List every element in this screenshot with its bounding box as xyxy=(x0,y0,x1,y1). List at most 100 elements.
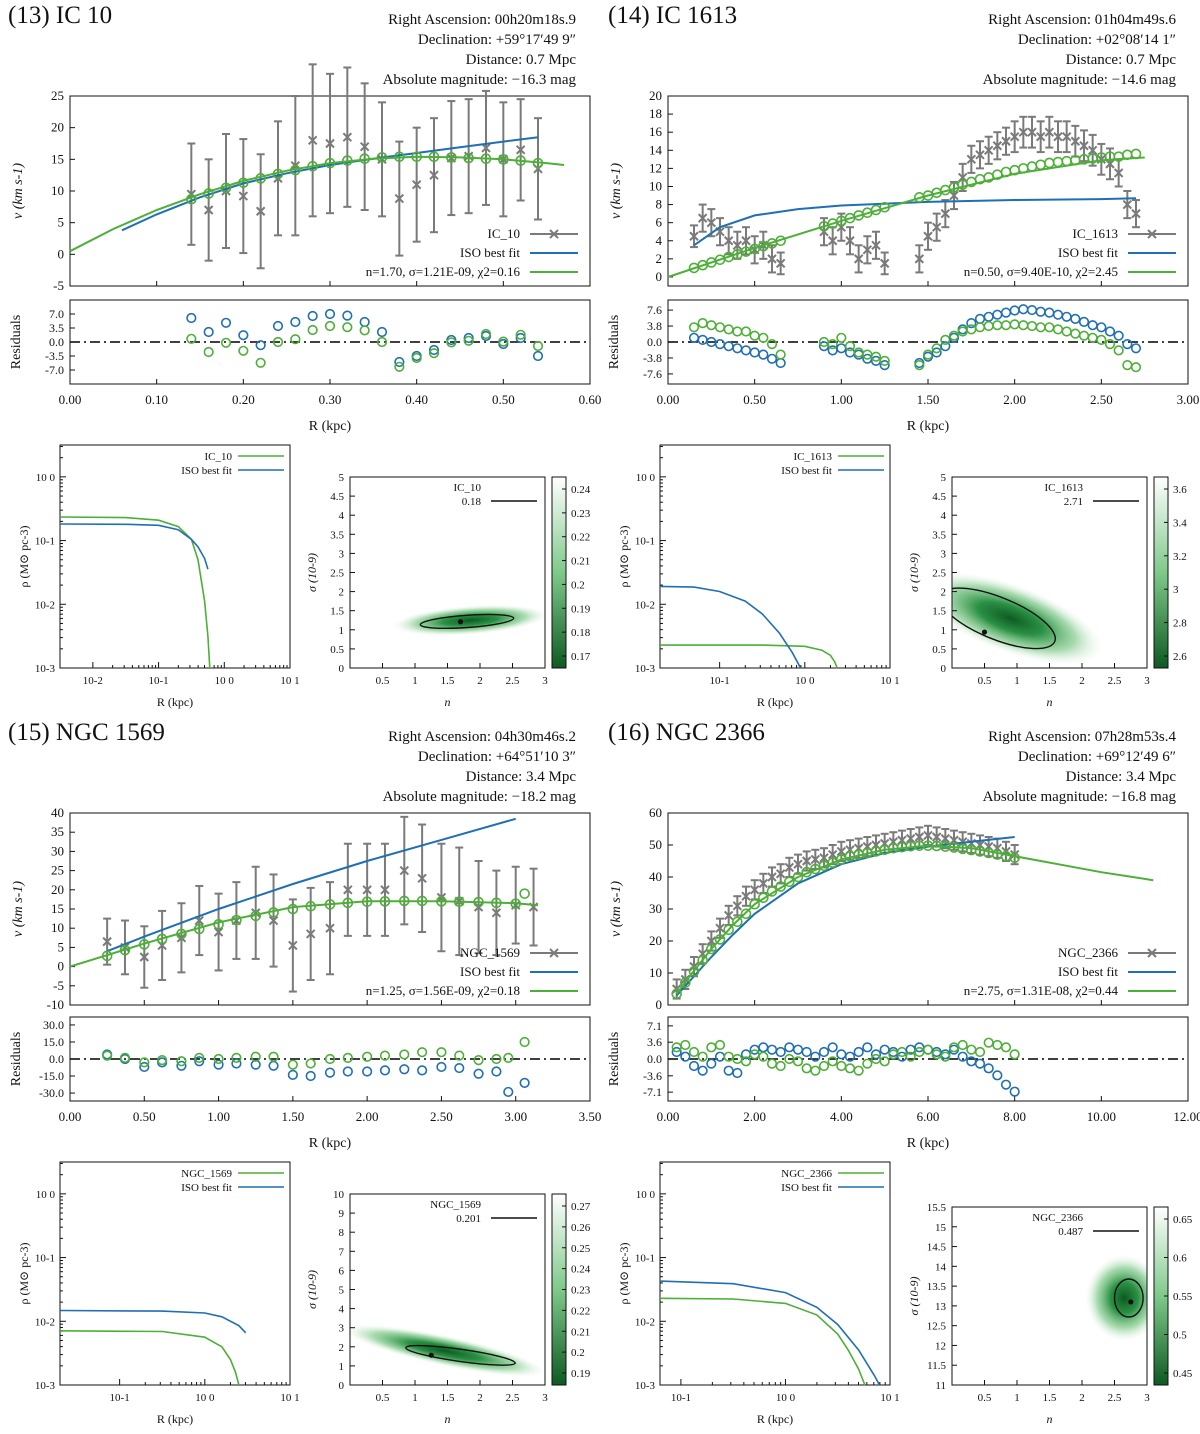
y-tick-label: -3.6 xyxy=(643,1069,662,1083)
model-point xyxy=(268,907,279,918)
model-point xyxy=(1044,157,1055,169)
legend-label: IC_10 xyxy=(488,226,521,241)
legend-label: n=1.25, σ=1.56E-09, χ2=0.18 xyxy=(366,983,520,998)
model-residual xyxy=(376,336,388,348)
iso-fit-line xyxy=(106,817,516,953)
x-tick-label: 2 xyxy=(1079,1392,1085,1404)
colorbar-label: 0.26 xyxy=(571,1222,591,1234)
x-axis-label: R (kpc) xyxy=(309,419,352,434)
legend-label: n=0.50, σ=9.40E-10, χ2=2.45 xyxy=(964,264,1118,279)
iso-residual xyxy=(1061,311,1072,322)
y-axis-label: v (km s-1) xyxy=(11,881,26,937)
x-tick-label: 0.00 xyxy=(59,392,82,407)
y-tick-label: 10 xyxy=(649,178,662,193)
panel-group: 0 10 20 30 40 50 60 v (km s-1) NGC_2366 ISO best … xyxy=(607,805,1200,1426)
model-residual xyxy=(818,1060,830,1072)
model-point xyxy=(510,898,522,909)
data-point xyxy=(775,258,786,269)
y-tick-label: 4.5 xyxy=(330,491,344,503)
y-tick-label: 4 xyxy=(941,510,947,522)
iso-residual xyxy=(983,311,994,322)
model-point xyxy=(307,161,318,172)
y-tick-label: 3.5 xyxy=(49,321,64,335)
model-residual xyxy=(966,324,977,335)
colorbar-label: 0.25 xyxy=(571,1243,591,1255)
x-tick-label: 1 xyxy=(412,675,418,687)
x-tick-label: 3.50 xyxy=(579,1109,602,1124)
data-point xyxy=(931,222,942,232)
distance: Distance: 0.7 Mpc xyxy=(465,52,576,68)
x-axis-label: n xyxy=(1047,695,1053,709)
data-point xyxy=(966,154,977,165)
y-tick-label: 14.5 xyxy=(927,1242,947,1254)
model-point xyxy=(491,897,502,909)
data-point xyxy=(325,923,335,933)
y-tick-label: 7.0 xyxy=(49,307,64,321)
data-point xyxy=(1061,132,1072,142)
iso-residual xyxy=(879,1044,890,1055)
x-axis-label: n xyxy=(445,695,451,709)
iso-residual xyxy=(1000,1079,1012,1090)
model-residual xyxy=(1113,345,1124,356)
model-point xyxy=(697,954,708,966)
colorbar-label: 0.6 xyxy=(1173,1253,1187,1265)
data-point xyxy=(689,231,699,241)
model-residual xyxy=(714,322,726,333)
galaxy-info: Right Ascension: 07h28m53s.4 Declination… xyxy=(983,727,1176,807)
y-tick-label: 2 xyxy=(339,1342,345,1354)
x-tick-label: 0.50 xyxy=(492,392,515,407)
data-point xyxy=(288,940,298,951)
data-point xyxy=(775,869,786,879)
model-point xyxy=(186,193,197,205)
legend-label: IC_10 xyxy=(454,482,482,494)
data-point xyxy=(715,923,725,933)
iso-residual xyxy=(714,1051,726,1062)
legend-marker xyxy=(1147,229,1157,239)
y-tick-label: 15.5 xyxy=(927,1202,947,1214)
right-ascension: Right Ascension: 00h20m18s.9 xyxy=(388,12,576,28)
colorbar-label: 0.19 xyxy=(571,603,591,615)
model-residual xyxy=(213,1053,224,1065)
model-residual xyxy=(836,332,847,343)
model-residual xyxy=(974,1046,986,1058)
model-residual xyxy=(827,1056,838,1067)
iso-residual xyxy=(213,1059,224,1070)
absolute-magnitude: Absolute magnitude: −14.6 mag xyxy=(982,72,1176,88)
iso-residual xyxy=(473,1068,484,1079)
panel-title: (15) NGC 1569 xyxy=(8,719,165,746)
model-residual xyxy=(231,1052,242,1063)
data-point xyxy=(1131,208,1141,219)
y-tick-label: 30 xyxy=(51,843,64,858)
galaxy-panel: (15) NGC 1569 Right Ascension: 04h30m46s… xyxy=(0,717,602,1434)
y-tick-label: 10-3 xyxy=(635,1380,656,1392)
declination: Declination: +64°51′10 3″ xyxy=(417,749,576,765)
data-point xyxy=(732,240,743,250)
model-residual xyxy=(394,361,405,372)
absolute-magnitude: Absolute magnitude: −18.2 mag xyxy=(382,789,576,805)
model-point xyxy=(749,898,760,910)
iso-residual xyxy=(792,1044,804,1055)
iso-residual xyxy=(342,1066,353,1077)
colorbar-label: 3.6 xyxy=(1173,484,1187,496)
iso-residual xyxy=(974,313,986,325)
colorbar xyxy=(551,476,567,669)
model-point xyxy=(453,896,465,908)
y-tick-label: 18 xyxy=(649,106,662,121)
x-tick-label: 1.5 xyxy=(441,675,455,687)
y-axis-label: v (km s-1) xyxy=(609,163,624,219)
model-residual xyxy=(714,1039,726,1051)
iso-residual xyxy=(1070,313,1081,325)
iso-residual xyxy=(359,316,370,328)
model-residual xyxy=(1130,362,1142,373)
model-point xyxy=(879,201,890,213)
x-tick-label: 10 1 xyxy=(880,675,899,687)
model-residual xyxy=(1122,360,1133,371)
model-residual xyxy=(1052,324,1064,335)
iso-density-line xyxy=(59,1309,247,1334)
iso-residual xyxy=(688,1060,700,1072)
model-residual xyxy=(879,1056,890,1067)
model-residual xyxy=(194,1052,205,1063)
x-tick-label: 0.40 xyxy=(405,392,428,407)
model-residual xyxy=(359,325,370,336)
